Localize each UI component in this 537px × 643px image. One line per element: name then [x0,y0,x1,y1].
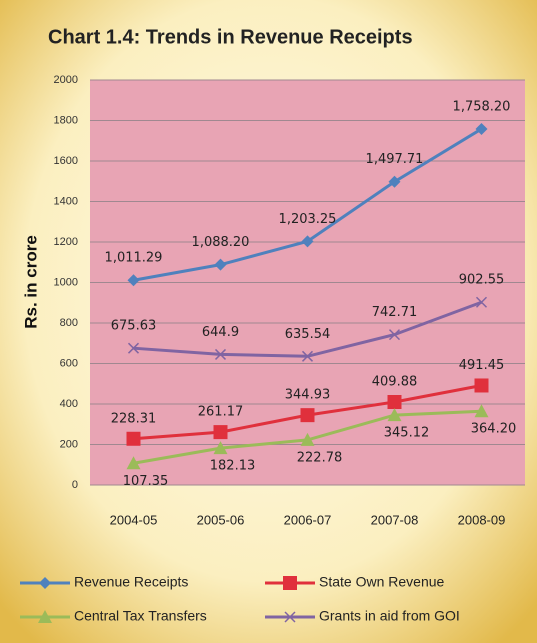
data-point [301,350,314,362]
data-label: 491.45 [459,358,505,373]
chart-title: Chart 1.4: Trends in Revenue Receipts [48,26,413,48]
data-label: 635.54 [285,327,331,342]
x-tick-label: 2004-05 [110,512,158,527]
y-tick-label: 600 [60,357,78,369]
data-point [214,348,227,360]
data-label: 902.55 [459,273,505,288]
y-tick-label: 800 [60,317,78,329]
x-tick-label: 2007-08 [371,512,419,527]
legend-marker [283,576,297,590]
data-label: 228.31 [111,411,157,426]
x-tick-label: 2006-07 [284,512,332,527]
data-label: 182.13 [210,459,256,474]
data-label: 364.20 [471,422,517,437]
y-tick-label: 400 [60,398,78,410]
data-point [388,329,401,341]
data-point [127,342,140,354]
data-point [387,394,402,409]
y-tick-label: 2000 [54,74,78,86]
data-label: 644.9 [202,325,239,340]
data-label: 675.63 [111,319,157,334]
legend-marker [39,577,51,589]
data-label: 261.17 [198,405,244,420]
data-point [474,378,489,393]
legend-label: Grants in aid from GOI [319,608,460,624]
data-label: 107.35 [123,474,169,489]
data-point [214,258,227,271]
data-point [475,296,488,308]
legend-label: Revenue Receipts [74,574,188,590]
data-label: 1,497.71 [366,152,424,167]
legend-marker [38,610,52,623]
data-label: 1,203.25 [279,212,337,227]
data-point [213,441,228,455]
legend-label: Central Tax Transfers [74,608,207,624]
data-point [126,431,141,446]
x-tick-label: 2008-09 [458,512,506,527]
data-label: 1,011.29 [105,251,163,266]
data-point [300,408,315,423]
data-label: 344.93 [285,388,331,403]
y-tick-label: 1000 [54,276,78,288]
y-tick-label: 0 [72,479,78,491]
y-tick-label: 1400 [54,195,78,207]
legend-marker [284,611,296,623]
data-point [126,456,141,470]
data-label: 1,758.20 [453,99,511,114]
data-label: 222.78 [297,450,343,465]
data-label: 1,088.20 [192,235,250,250]
data-point [474,404,489,418]
data-label: 742.71 [372,305,418,320]
data-label: 409.88 [372,374,418,389]
y-tick-label: 200 [60,438,78,450]
y-tick-label: 1600 [54,155,78,167]
data-point [388,175,401,188]
data-label: 345.12 [384,426,430,441]
y-axis-label: Rs. in crore [21,235,40,329]
data-point [387,408,402,422]
y-tick-label: 1800 [54,114,78,126]
data-point [475,122,488,135]
data-point [127,274,140,287]
y-tick-label: 1200 [54,236,78,248]
data-point [300,432,315,446]
legend-label: State Own Revenue [319,574,445,590]
x-tick-label: 2005-06 [197,512,245,527]
data-point [213,425,228,440]
data-point [301,235,314,248]
